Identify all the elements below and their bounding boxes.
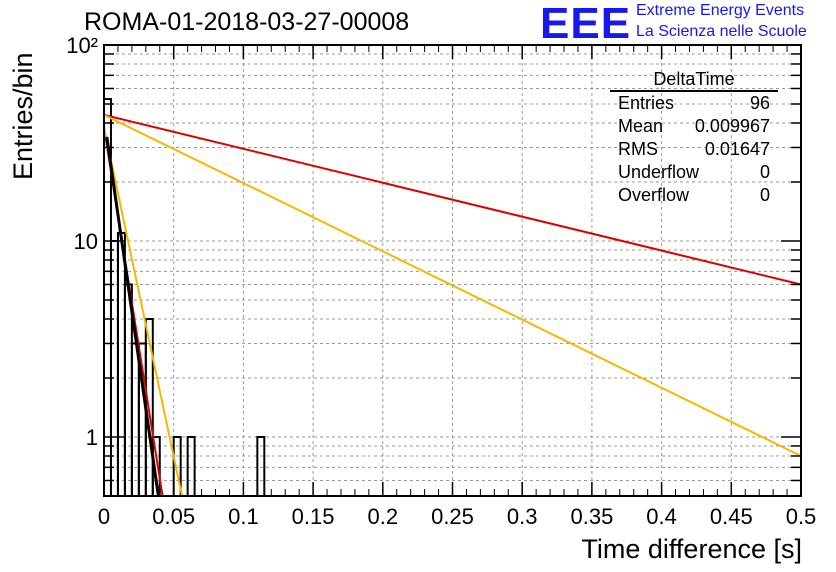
stats-value: 96 — [749, 93, 770, 113]
x-tick-label: 0.5 — [786, 504, 817, 529]
stats-value: 0 — [759, 162, 770, 182]
stats-label: Mean — [618, 116, 664, 136]
x-tick-label: 0.45 — [710, 504, 753, 529]
fit-line — [105, 136, 160, 497]
y-tick-label: 1 — [86, 425, 98, 450]
x-tick-label: 0.2 — [368, 504, 399, 529]
stats-label: Underflow — [618, 162, 700, 182]
x-tick-label: 0.15 — [292, 504, 335, 529]
chart-title: ROMA-01-2018-03-27-00008 — [84, 8, 410, 36]
stats-row: Mean 0.009967 — [610, 115, 778, 138]
x-tick-label: 0.3 — [507, 504, 538, 529]
histogram-bar — [130, 342, 140, 498]
x-tick-label: 0.05 — [152, 504, 195, 529]
y-tick-label: 10 — [74, 229, 98, 254]
stats-row: Overflow 0 — [610, 184, 778, 207]
x-tick-label: 0.1 — [228, 504, 259, 529]
histogram-layer — [103, 98, 266, 498]
stats-title: DeltaTime — [610, 68, 778, 92]
stats-label: RMS — [618, 139, 658, 159]
brand-line-1: Extreme Energy Events — [636, 2, 805, 19]
stats-value: 0 — [759, 185, 770, 205]
x-tick-label: 0.25 — [431, 504, 474, 529]
eee-logo: EEE — [540, 0, 632, 48]
x-tick-label: 0.35 — [570, 504, 613, 529]
tick-labels-layer: 0 0.05 0.1 0.15 0.2 0.25 0.3 0.35 0.4 0.45 0.5 1 10 1… — [66, 33, 816, 529]
fit-line — [103, 113, 802, 457]
stats-label: Entries — [618, 93, 675, 113]
fit-lines-layer — [103, 113, 802, 497]
brand-line-2: La Scienza nelle Scuole — [636, 23, 807, 40]
histogram-bar — [123, 283, 133, 497]
histogram-bar — [116, 231, 126, 497]
stats-box: DeltaTime Entries 96 Mean 0.009967 RMS 0… — [610, 68, 778, 207]
x-tick-label: 0 — [98, 504, 110, 529]
grid-layer — [103, 45, 802, 497]
stats-value: 0.009967 — [694, 116, 770, 136]
histogram-bar — [109, 239, 119, 497]
x-axis-label: Time difference [s] — [581, 534, 802, 564]
stats-row: RMS 0.01647 — [610, 138, 778, 161]
stats-row: Underflow 0 — [610, 161, 778, 184]
axes-layer — [103, 44, 802, 497]
stats-value: 0.01647 — [704, 139, 770, 159]
y-tick-label: 10² — [66, 33, 98, 58]
x-tick-label: 0.4 — [646, 504, 677, 529]
stats-row: Entries 96 — [610, 92, 778, 115]
fit-line — [103, 127, 184, 497]
fit-line — [103, 113, 802, 286]
stats-label: Overflow — [618, 185, 690, 205]
y-axis-label: Entries/bin — [8, 52, 38, 180]
